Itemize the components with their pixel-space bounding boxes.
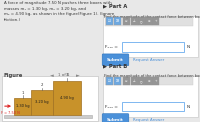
Text: +: + <box>154 19 157 23</box>
Text: Find the magnitude of the contact force between boxes 2 and 3.: Find the magnitude of the contact force … <box>104 74 200 78</box>
Text: 1⁄2: 1⁄2 <box>107 79 112 83</box>
Text: +: + <box>154 79 157 83</box>
Text: 1 of 1: 1 of 1 <box>58 73 70 77</box>
FancyBboxPatch shape <box>106 17 113 25</box>
Text: ≡: ≡ <box>147 79 150 83</box>
Text: N: N <box>187 105 190 109</box>
Text: ≡: ≡ <box>147 19 150 23</box>
Bar <box>31 90 53 115</box>
Text: 1⁄2: 1⁄2 <box>107 19 112 23</box>
FancyBboxPatch shape <box>122 102 184 111</box>
Text: 1: 1 <box>21 91 24 95</box>
FancyBboxPatch shape <box>106 77 113 85</box>
Text: ▶ Part B: ▶ Part B <box>103 63 127 68</box>
FancyBboxPatch shape <box>102 114 129 122</box>
Text: ΣΦ: ΣΦ <box>115 19 120 23</box>
Text: 4.90 kg: 4.90 kg <box>60 96 74 100</box>
FancyBboxPatch shape <box>102 54 129 66</box>
Text: Request Answer: Request Answer <box>133 58 164 62</box>
FancyBboxPatch shape <box>102 76 198 117</box>
Text: 2: 2 <box>41 83 43 87</box>
FancyBboxPatch shape <box>122 42 184 52</box>
Text: N: N <box>187 45 190 49</box>
Text: 1.30 kg: 1.30 kg <box>16 104 29 108</box>
Text: Fₑ₂₃ =: Fₑ₂₃ = <box>105 105 118 109</box>
Text: ○: ○ <box>140 19 143 23</box>
Text: ⇔: ⇔ <box>125 19 128 23</box>
Text: 3: 3 <box>66 73 68 77</box>
Text: F = 7.50 N: F = 7.50 N <box>1 111 20 115</box>
FancyBboxPatch shape <box>123 77 130 85</box>
Bar <box>14 98 31 115</box>
FancyBboxPatch shape <box>152 17 159 25</box>
FancyBboxPatch shape <box>102 16 198 57</box>
FancyBboxPatch shape <box>131 17 138 25</box>
Text: ►: ► <box>76 73 80 78</box>
Text: ▶ Part A: ▶ Part A <box>103 4 127 9</box>
Bar <box>53 81 81 115</box>
Text: 3.20 kg: 3.20 kg <box>35 101 49 104</box>
FancyBboxPatch shape <box>152 77 159 85</box>
FancyBboxPatch shape <box>138 17 145 25</box>
Text: ∠: ∠ <box>133 79 136 83</box>
FancyBboxPatch shape <box>114 77 121 85</box>
Text: ΣΦ: ΣΦ <box>115 79 120 83</box>
FancyBboxPatch shape <box>145 77 152 85</box>
Text: ∠: ∠ <box>133 19 136 23</box>
FancyBboxPatch shape <box>131 77 138 85</box>
FancyBboxPatch shape <box>138 77 145 85</box>
FancyBboxPatch shape <box>123 17 130 25</box>
Text: Submit: Submit <box>107 58 124 62</box>
Text: Figure: Figure <box>4 73 23 78</box>
Text: Find the magnitude of the contact force between boxes 1 and 2, and: Find the magnitude of the contact force … <box>104 15 200 19</box>
Text: Fₑ₁₂ =: Fₑ₁₂ = <box>105 45 118 49</box>
Text: ⇔: ⇔ <box>125 79 128 83</box>
Text: Submit: Submit <box>107 118 124 122</box>
Bar <box>4 115 92 118</box>
Bar <box>105 77 193 85</box>
Bar <box>105 17 193 26</box>
FancyBboxPatch shape <box>145 17 152 25</box>
Text: Request Answer: Request Answer <box>133 118 164 122</box>
Text: ◄: ◄ <box>50 73 54 78</box>
FancyBboxPatch shape <box>2 76 98 121</box>
FancyBboxPatch shape <box>114 17 121 25</box>
Text: A force of magnitude 7.50 N pushes three boxes with
masses m₁ = 1.30 kg, m₂ = 3.: A force of magnitude 7.50 N pushes three… <box>4 1 114 22</box>
Text: ○: ○ <box>140 79 143 83</box>
